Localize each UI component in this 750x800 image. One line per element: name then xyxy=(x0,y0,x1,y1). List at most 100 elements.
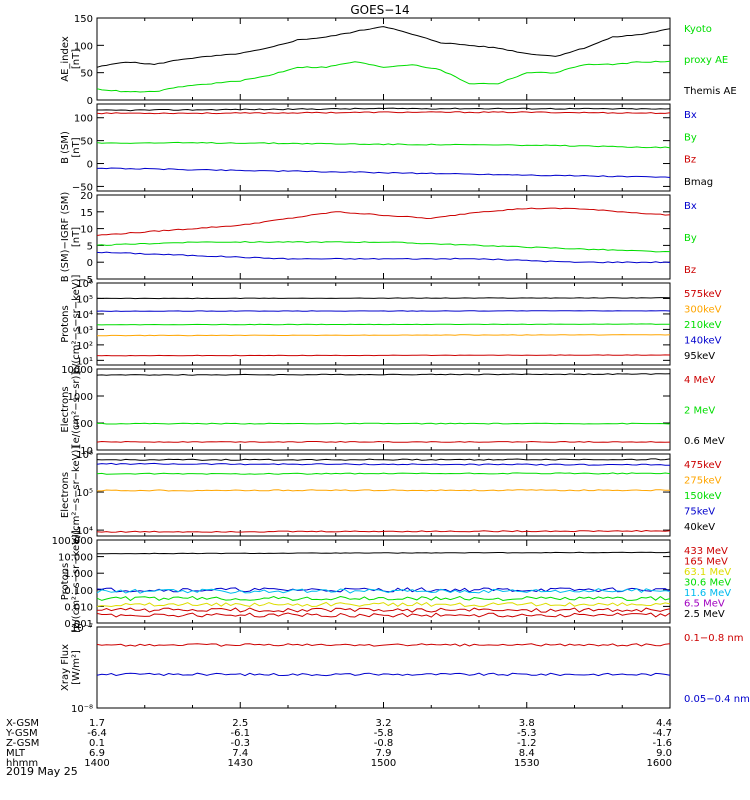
ephemeris-value: 7.9 xyxy=(376,748,392,759)
ephemeris-table: X-GSM 1.7 2.5 3.2 3.8 4.4 Y-GSM -6.4 -6.1 -5.8 -5.… xyxy=(5,718,672,769)
y-axis-label-line: [e/(cm²−s−sr)] xyxy=(71,372,82,448)
legend-entry: Kyoto xyxy=(684,24,712,35)
series-line xyxy=(96,26,671,68)
ephemeris-value: -5.3 xyxy=(517,728,537,739)
ephemeris-value: 8.4 xyxy=(519,748,535,759)
series-line xyxy=(96,60,671,93)
ephemeris-row-label: Z-GSM xyxy=(6,738,39,749)
y-tick-label: 1000 xyxy=(68,392,93,403)
y-axis-label-line: Protons xyxy=(60,305,71,342)
y-tick-label: 10⁻⁷ xyxy=(71,623,93,634)
legend-entry: 0.1−0.8 nm xyxy=(684,633,743,644)
y-tick-label: 100 xyxy=(74,114,93,125)
ephemeris-value: 1530 xyxy=(514,758,539,769)
y-tick-label: 100 xyxy=(74,419,93,430)
y-axis-label-line: [nT] xyxy=(71,227,82,247)
y-axis-label-line: p/(cm²−s−sr−keV)] xyxy=(71,275,82,374)
legend-entry: Themis AE xyxy=(683,86,737,97)
legend-entry: 275keV xyxy=(684,476,722,487)
legend-entry: 95keV xyxy=(684,351,715,362)
panel-frame xyxy=(96,453,671,537)
y-tick-label: 150 xyxy=(74,14,93,25)
y-tick-label: 0 xyxy=(87,160,93,171)
ephemeris-value: -5.8 xyxy=(374,728,394,739)
legend-entry: 63.1 MeV xyxy=(684,567,731,578)
panel-frame xyxy=(96,626,671,709)
y-tick-label: 10.000 xyxy=(58,553,93,564)
ephemeris-value: -4.7 xyxy=(652,728,672,739)
legend-entry: 11.6 MeV xyxy=(684,588,731,599)
y-axis-label: Xray Flux[W/m²] xyxy=(60,644,82,691)
legend-entry: 30.6 MeV xyxy=(684,578,731,589)
panel-frame xyxy=(96,103,671,192)
y-tick-label: 5 xyxy=(87,241,93,252)
legend-entry: Bx xyxy=(684,201,697,212)
legend-entry: Bz xyxy=(684,155,696,166)
series-line xyxy=(96,588,671,594)
ephemeris-value: 9.0 xyxy=(656,748,672,759)
series-line xyxy=(96,207,671,236)
y-tick-label: 0 xyxy=(87,258,93,269)
y-tick-label: 10 xyxy=(80,225,93,236)
ephemeris-row-label: MLT xyxy=(6,748,26,759)
panel-frame xyxy=(96,194,671,280)
y-tick-label: 10¹ xyxy=(76,356,93,367)
y-tick-label: 10⁴ xyxy=(76,526,93,537)
y-axis-label-line: B (SM) xyxy=(60,131,71,164)
ephemeris-value: 3.8 xyxy=(519,718,535,729)
legend-entry: 150keV xyxy=(684,491,722,502)
legend-entry: 210keV xyxy=(684,320,722,331)
y-tick-label: −5 xyxy=(78,275,93,286)
y-tick-label: 50 xyxy=(80,137,93,148)
y-tick-label: 0 xyxy=(87,96,93,107)
y-axis-label: B (SM)[nT] xyxy=(60,131,82,164)
y-axis-label: Electronse/(cm²−s−sr−keV)] xyxy=(60,446,82,545)
series-line xyxy=(96,111,671,115)
legend-entry: proxy AE xyxy=(684,55,728,66)
ephemeris-row-label: X-GSM xyxy=(6,718,39,729)
ephemeris-value: 1600 xyxy=(647,758,672,769)
legend-entry: Bx xyxy=(684,110,697,121)
series-line xyxy=(97,607,671,613)
y-tick-label: 0.001 xyxy=(64,619,93,630)
y-tick-label: 10³ xyxy=(76,325,93,336)
y-axis-label-line: Xray Flux xyxy=(60,644,71,691)
y-tick-label: 1.000 xyxy=(64,569,93,580)
legend-entry: Bmag xyxy=(684,177,713,188)
y-axis-label-line: Electrons xyxy=(60,386,71,432)
y-axis-label-line: [nT] xyxy=(71,49,82,69)
y-tick-label: 15 xyxy=(80,208,93,219)
y-tick-label: 100.000 xyxy=(52,536,93,547)
series-line xyxy=(97,489,670,492)
legend-entry: By xyxy=(684,132,697,143)
y-tick-label: 50 xyxy=(80,69,93,80)
series-line xyxy=(96,354,671,357)
y-tick-label: 20 xyxy=(80,191,93,202)
ephemeris-value: -1.6 xyxy=(652,738,672,749)
ephemeris-value: 0.1 xyxy=(89,738,105,749)
y-tick-label: 10000 xyxy=(61,365,93,376)
y-tick-label: 10⁴ xyxy=(76,310,93,321)
series-line xyxy=(97,334,671,337)
ephemeris-value: 7.4 xyxy=(232,748,248,759)
legend-entry: By xyxy=(684,233,697,244)
ephemeris-value: -1.2 xyxy=(517,738,537,749)
ephemeris-value: -0.3 xyxy=(230,738,250,749)
ephemeris-value: 4.4 xyxy=(656,718,672,729)
series-line xyxy=(96,167,671,178)
y-axis-label-line: B (SM)−IGRF (SM) xyxy=(60,192,71,283)
legend-entry: 6.5 MeV xyxy=(684,599,725,610)
ephemeris-row-label: Y-GSM xyxy=(5,728,38,739)
series-line xyxy=(96,323,671,326)
legend-entry: 2.5 MeV xyxy=(684,609,725,620)
series-line xyxy=(97,107,671,112)
y-axis-label-line: [p/(cm²−s−sr−keV)] xyxy=(71,530,82,633)
y-axis-label-line: Electrons xyxy=(60,472,71,518)
y-axis-label: B (SM)−IGRF (SM)[nT] xyxy=(60,192,82,283)
legend-entry: 140keV xyxy=(684,336,722,347)
y-tick-label: 10⁶ xyxy=(76,450,93,461)
series-line xyxy=(96,141,671,149)
y-tick-label: 10⁶ xyxy=(76,279,93,290)
